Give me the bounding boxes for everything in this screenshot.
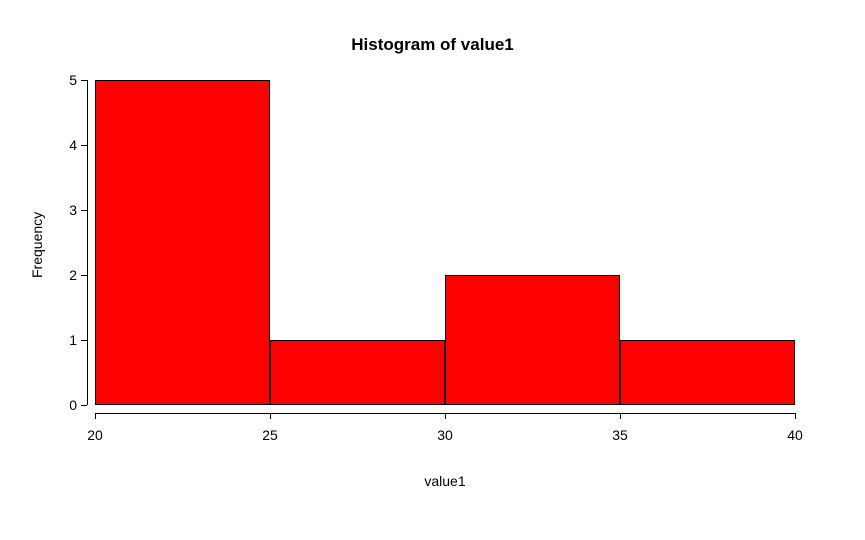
y-tick-label: 2 xyxy=(57,267,77,283)
x-tick-label: 30 xyxy=(437,427,453,443)
chart-title: Histogram of value1 xyxy=(0,35,865,55)
x-tick xyxy=(95,413,96,419)
x-tick-label: 25 xyxy=(262,427,278,443)
y-tick xyxy=(81,210,87,211)
x-tick xyxy=(795,413,796,419)
y-tick xyxy=(81,275,87,276)
x-tick-label: 20 xyxy=(87,427,103,443)
x-tick xyxy=(270,413,271,419)
histogram-bar xyxy=(270,340,445,405)
y-tick-label: 1 xyxy=(57,332,77,348)
histogram-bar xyxy=(445,275,620,405)
y-tick-label: 4 xyxy=(57,137,77,153)
plot-area xyxy=(95,80,795,405)
y-tick xyxy=(81,340,87,341)
y-tick-label: 5 xyxy=(57,72,77,88)
y-tick xyxy=(81,405,87,406)
x-tick-label: 35 xyxy=(612,427,628,443)
x-axis-label: value1 xyxy=(95,473,795,489)
chart-canvas: Histogram of value1 value1 Frequency 202… xyxy=(0,0,865,540)
x-tick xyxy=(620,413,621,419)
histogram-bar xyxy=(620,340,795,405)
y-tick-label: 0 xyxy=(57,397,77,413)
y-axis xyxy=(87,80,88,405)
y-tick-label: 3 xyxy=(57,202,77,218)
x-tick xyxy=(445,413,446,419)
y-tick xyxy=(81,80,87,81)
x-tick-label: 40 xyxy=(787,427,803,443)
histogram-bar xyxy=(95,80,270,405)
y-axis-label: Frequency xyxy=(29,211,45,277)
y-tick xyxy=(81,145,87,146)
